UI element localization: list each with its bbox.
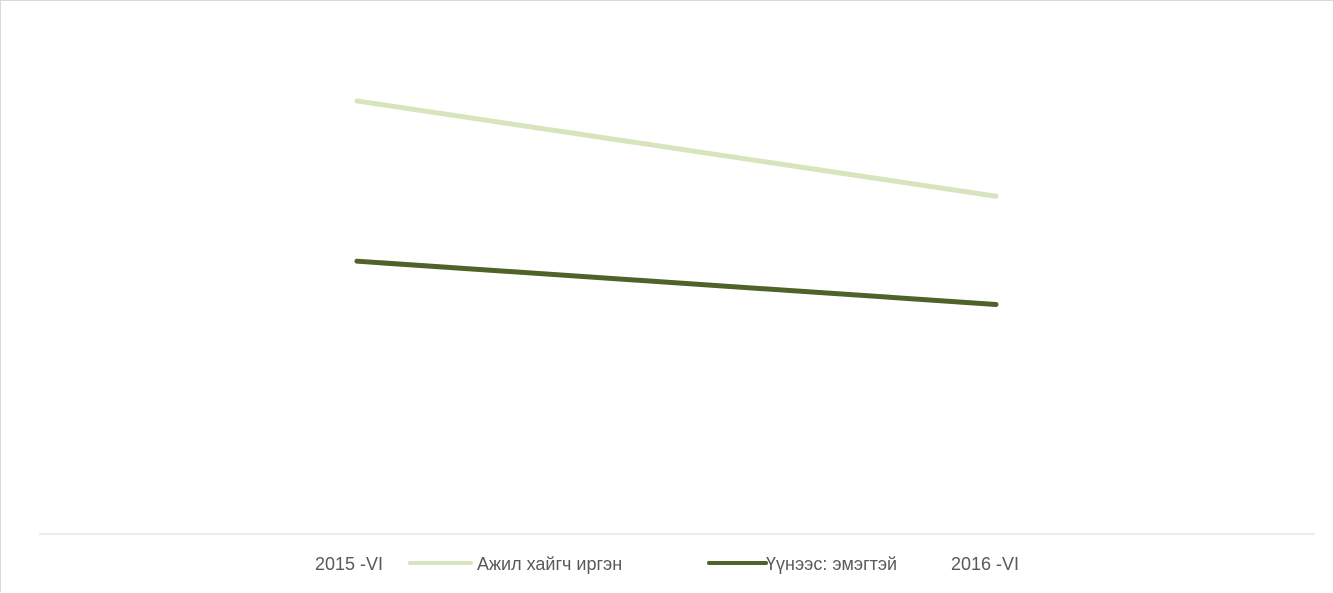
legend: 2015 -VI Ажил хайгч иргэн Үүнээс: эмэгтэ… [315,554,1019,574]
x-tick-label-2015: 2015 -VI [315,554,383,574]
legend-label-series-2: Үүнээс: эмэгтэй [766,554,897,574]
series-line-2 [357,261,996,304]
x-tick-label-2016: 2016 -VI [951,554,1019,574]
series-layer [357,101,996,305]
legend-label-series-1: Ажил хайгч иргэн [477,554,622,574]
series-line-1 [357,101,996,196]
